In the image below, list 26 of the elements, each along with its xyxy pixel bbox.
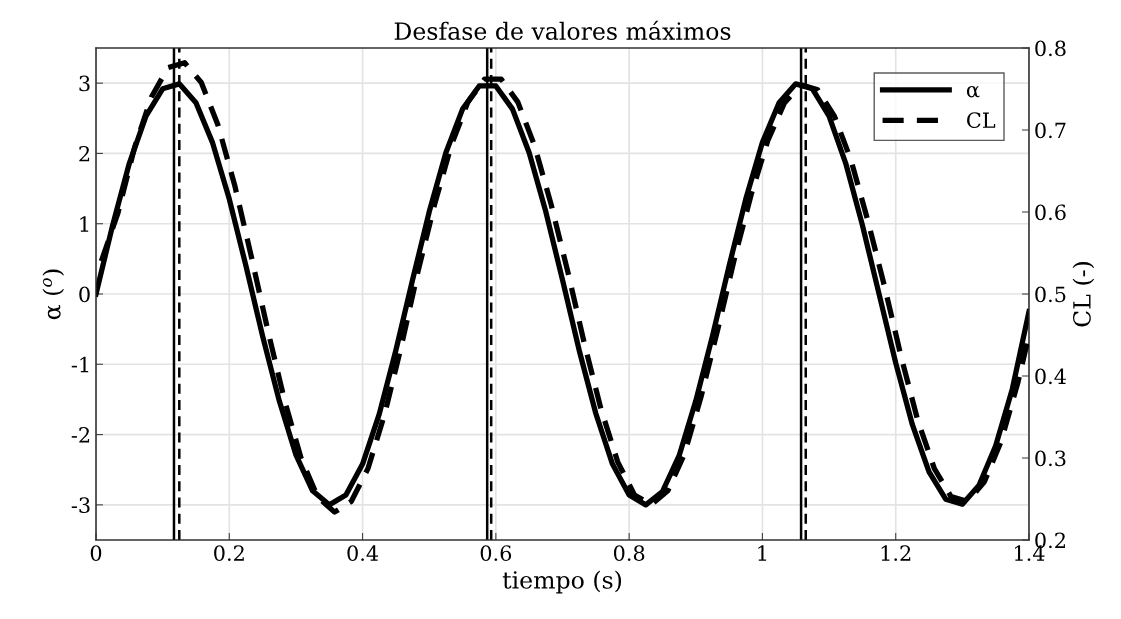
y2-tick-label: 0.5 (1035, 286, 1066, 303)
y2-axis-title: CL (-) (1072, 262, 1095, 327)
y2-tick-label: 0.8 (1035, 40, 1066, 57)
y-tick-label: 3 (79, 75, 90, 92)
y-tick-label: 1 (80, 216, 89, 232)
legend-label: CL (967, 112, 996, 129)
x-tick-label: 0.2 (214, 545, 244, 561)
legend-label: α (966, 86, 980, 98)
y2-tick-label: 0.7 (1035, 122, 1066, 139)
x-axis-title: tiempo (s) (502, 570, 622, 594)
y2-tick-label: 0.4 (1035, 368, 1066, 385)
y-axis-title: α ($^{o}$) (42, 269, 65, 320)
y-tick-label: 0 (79, 286, 90, 303)
y-tick-label: -3 (71, 497, 90, 514)
x-tick-label: 0.4 (347, 545, 379, 561)
y2-tick-label: 0.3 (1035, 450, 1066, 467)
y2-tick-label: 0.6 (1035, 204, 1066, 221)
y-tick-label: -1 (71, 356, 89, 373)
x-tick-label: 1.2 (881, 545, 911, 561)
x-tick-label: 0.6 (480, 545, 512, 561)
y-tick-label: 2 (79, 145, 90, 162)
x-tick-label: 0 (90, 545, 102, 561)
chart-title: Desfase de valores máximos (394, 20, 731, 40)
x-tick-label: 0.8 (613, 545, 645, 561)
x-tick-label: 1 (758, 545, 767, 561)
y-tick-label: -2 (71, 427, 90, 443)
